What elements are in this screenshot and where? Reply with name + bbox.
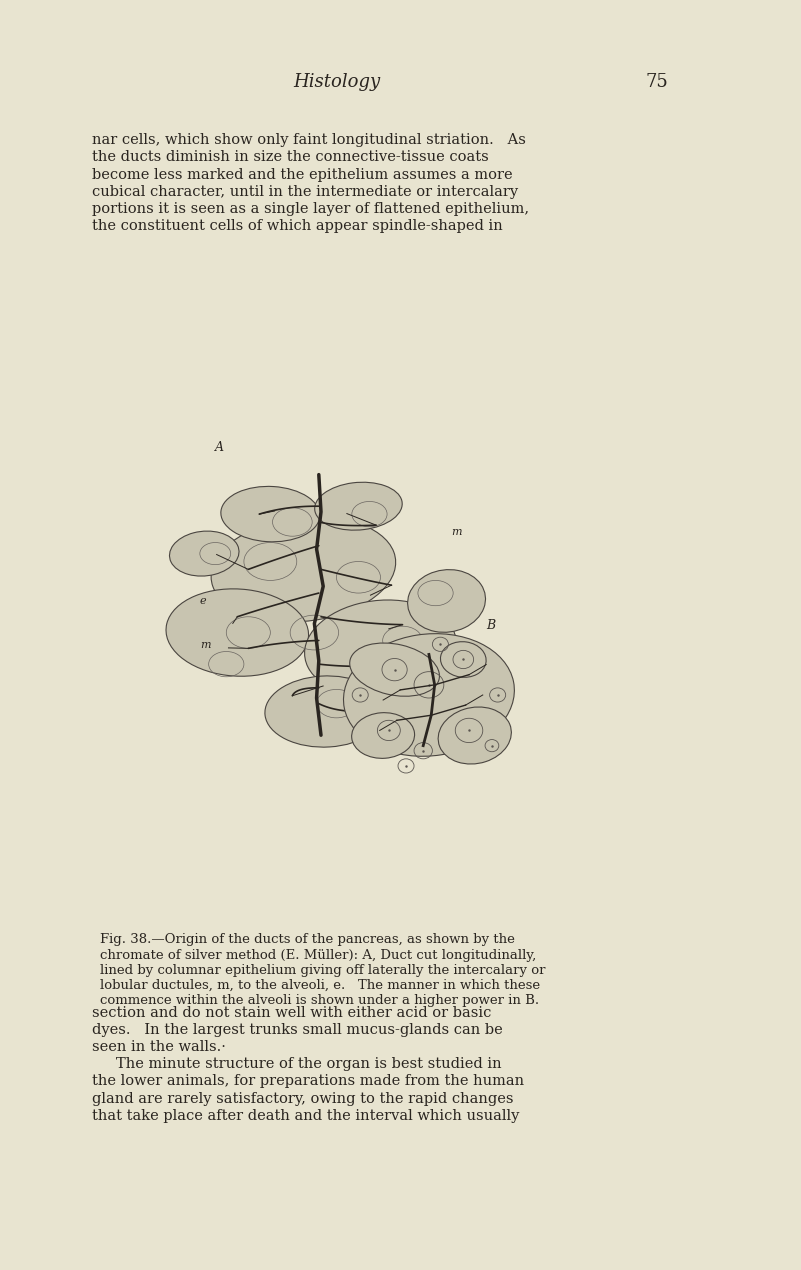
Ellipse shape (438, 707, 511, 765)
Text: that take place after death and the interval which usually: that take place after death and the inte… (92, 1109, 520, 1123)
Text: m: m (451, 527, 461, 537)
Text: the ducts diminish in size the connective-tissue coats: the ducts diminish in size the connectiv… (92, 150, 489, 165)
Ellipse shape (221, 486, 320, 542)
Text: dyes.   In the largest trunks small mucus-glands can be: dyes. In the largest trunks small mucus-… (92, 1024, 503, 1038)
Text: the lower animals, for preparations made from the human: the lower animals, for preparations made… (92, 1074, 524, 1088)
Ellipse shape (211, 517, 396, 622)
Ellipse shape (344, 634, 514, 757)
Text: nar cells, which show only faint longitudinal striation.   As: nar cells, which show only faint longitu… (92, 133, 526, 147)
Text: portions it is seen as a single layer of flattened epithelium,: portions it is seen as a single layer of… (92, 202, 529, 216)
Text: cubical character, until in the intermediate or intercalary: cubical character, until in the intermed… (92, 184, 518, 199)
Ellipse shape (350, 643, 440, 696)
Text: section and do not stain well with either acid or basic: section and do not stain well with eithe… (92, 1006, 492, 1020)
Ellipse shape (166, 589, 308, 676)
Text: lobular ductules, m, to the alveoli, e.   The manner in which these: lobular ductules, m, to the alveoli, e. … (100, 979, 540, 992)
Text: A: A (215, 441, 224, 453)
Ellipse shape (352, 712, 415, 758)
Ellipse shape (315, 483, 402, 530)
Text: become less marked and the epithelium assumes a more: become less marked and the epithelium as… (92, 168, 513, 182)
Text: The minute structure of the organ is best studied in: The minute structure of the organ is bes… (116, 1057, 501, 1072)
Text: lined by columnar epithelium giving off laterally the intercalary or: lined by columnar epithelium giving off … (100, 964, 545, 977)
Text: seen in the walls.·: seen in the walls.· (92, 1040, 226, 1054)
Text: chromate of silver method (E. Müller): A, Duct cut longitudinally,: chromate of silver method (E. Müller): A… (100, 949, 537, 961)
Text: commence within the alveoli is shown under a higher power in B.: commence within the alveoli is shown und… (100, 994, 539, 1007)
Text: B: B (486, 618, 495, 632)
Ellipse shape (265, 676, 386, 747)
Text: m: m (200, 640, 211, 650)
Ellipse shape (441, 641, 486, 677)
Text: the constituent cells of which appear spindle-shaped in: the constituent cells of which appear sp… (92, 220, 503, 234)
Ellipse shape (408, 570, 485, 632)
Text: 75: 75 (646, 74, 668, 91)
Text: gland are rarely satisfactory, owing to the rapid changes: gland are rarely satisfactory, owing to … (92, 1092, 513, 1106)
Text: Histology: Histology (293, 74, 380, 91)
Ellipse shape (304, 599, 457, 697)
Text: e: e (200, 596, 207, 606)
Text: Fig. 38.—Origin of the ducts of the pancreas, as shown by the: Fig. 38.—Origin of the ducts of the panc… (100, 933, 515, 946)
Ellipse shape (170, 531, 239, 577)
